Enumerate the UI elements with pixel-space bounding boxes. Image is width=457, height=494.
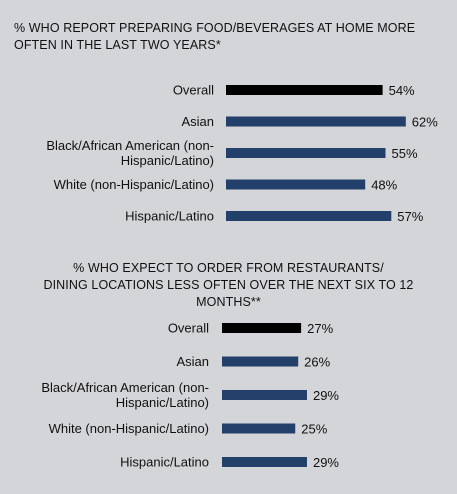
group-bar bbox=[222, 457, 307, 467]
overall-bar bbox=[222, 323, 302, 333]
category-label: Hispanic/Latino bbox=[125, 209, 214, 224]
category-label: Asian bbox=[176, 354, 209, 369]
value-label: 29% bbox=[313, 388, 339, 403]
category-label: Black/African American (non-Hispanic/Lat… bbox=[41, 380, 209, 410]
group-bar bbox=[222, 356, 299, 367]
value-label: 57% bbox=[397, 209, 423, 224]
chart-2-bar-chart: Overall 27% Asian 26% Black/African American… bbox=[41, 321, 339, 471]
group-bar bbox=[226, 148, 386, 158]
category-label: White (non-Hispanic/Latino) bbox=[49, 421, 209, 436]
category-label: Overall bbox=[168, 321, 209, 336]
category-label: Asian bbox=[181, 114, 214, 129]
group-bar bbox=[222, 423, 296, 434]
group-bar bbox=[222, 390, 307, 400]
category-label: Hispanic/Latino bbox=[120, 455, 209, 470]
category-label: Black/African American (non-Hispanic/Lat… bbox=[46, 138, 214, 168]
chart-2-title: % WHO EXPECT TO ORDER FROM RESTAURANTS/ … bbox=[43, 261, 414, 309]
value-label: 62% bbox=[412, 115, 438, 130]
value-label: 54% bbox=[389, 83, 415, 98]
chart-1-bar-chart: Overall 54% Asian 62% Black/African American… bbox=[46, 83, 438, 225]
value-label: 55% bbox=[392, 146, 418, 161]
group-bar bbox=[226, 211, 392, 221]
overall-bar bbox=[226, 85, 383, 95]
group-bar bbox=[226, 179, 366, 190]
value-label: 26% bbox=[304, 355, 330, 370]
value-label: 27% bbox=[307, 321, 333, 336]
group-bar bbox=[226, 116, 406, 127]
value-label: 25% bbox=[301, 422, 327, 437]
value-label: 48% bbox=[371, 178, 397, 193]
chart-1-title: % WHO REPORT PREPARING FOOD/BEVERAGES AT… bbox=[14, 21, 416, 52]
value-label: 29% bbox=[313, 455, 339, 470]
category-label: White (non-Hispanic/Latino) bbox=[54, 177, 214, 192]
category-label: Overall bbox=[173, 83, 214, 98]
